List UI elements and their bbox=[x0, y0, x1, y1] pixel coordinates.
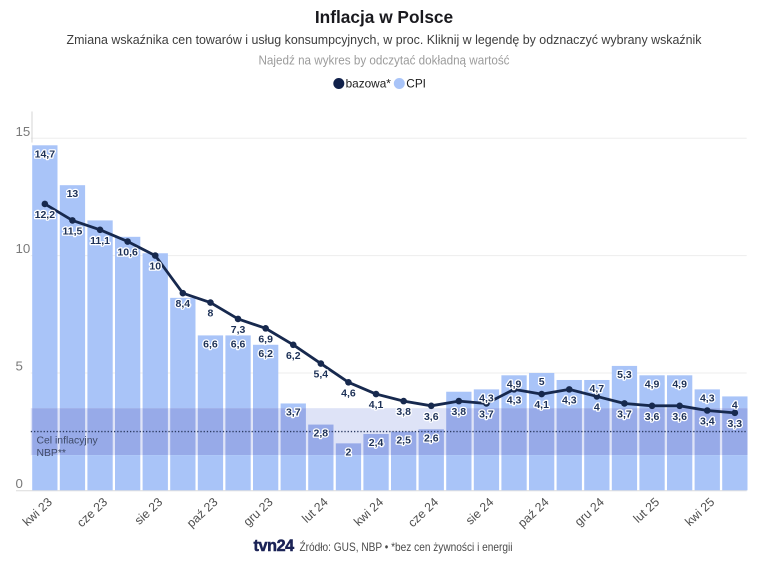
svg-text:Najedź na wykres by odczytać d: Najedź na wykres by odczytać dokładną wa… bbox=[259, 54, 510, 68]
svg-text:3,7: 3,7 bbox=[479, 408, 494, 420]
svg-text:3,6: 3,6 bbox=[424, 411, 439, 423]
svg-text:4: 4 bbox=[732, 399, 738, 411]
svg-text:4: 4 bbox=[594, 401, 600, 413]
svg-text:4,1: 4,1 bbox=[534, 399, 549, 411]
svg-text:3,8: 3,8 bbox=[452, 406, 467, 418]
svg-text:10,6: 10,6 bbox=[117, 247, 138, 259]
svg-text:4,3: 4,3 bbox=[562, 394, 577, 406]
svg-text:Źródło: GUS, NBP • *bez cen ży: Źródło: GUS, NBP • *bez cen żywności i e… bbox=[300, 539, 513, 554]
svg-text:6,9: 6,9 bbox=[258, 333, 273, 345]
svg-text:13: 13 bbox=[67, 188, 79, 200]
svg-text:0: 0 bbox=[16, 476, 23, 491]
svg-text:Cel inflacyjny: Cel inflacyjny bbox=[37, 436, 99, 447]
svg-text:tvn24: tvn24 bbox=[254, 537, 295, 555]
svg-text:10: 10 bbox=[149, 261, 161, 273]
svg-text:8,4: 8,4 bbox=[176, 298, 191, 310]
svg-text:3,4: 3,4 bbox=[700, 416, 715, 428]
svg-text:3,3: 3,3 bbox=[728, 418, 743, 430]
svg-text:4,3: 4,3 bbox=[479, 392, 494, 404]
svg-text:2: 2 bbox=[346, 446, 352, 458]
svg-text:12,2: 12,2 bbox=[35, 209, 56, 221]
svg-text:4,9: 4,9 bbox=[507, 378, 522, 390]
svg-text:2,8: 2,8 bbox=[314, 428, 329, 440]
svg-text:3,7: 3,7 bbox=[617, 408, 632, 420]
svg-text:4,1: 4,1 bbox=[369, 399, 384, 411]
svg-text:3,7: 3,7 bbox=[286, 406, 301, 418]
svg-text:CPI: CPI bbox=[406, 77, 426, 91]
svg-text:3,6: 3,6 bbox=[672, 411, 687, 423]
svg-text:4,3: 4,3 bbox=[700, 392, 715, 404]
svg-text:5: 5 bbox=[16, 359, 23, 374]
svg-text:6,6: 6,6 bbox=[231, 338, 246, 350]
svg-text:14,7: 14,7 bbox=[35, 148, 56, 160]
svg-text:NBP**: NBP** bbox=[37, 448, 66, 459]
svg-text:3,6: 3,6 bbox=[645, 411, 660, 423]
svg-text:4,9: 4,9 bbox=[672, 378, 687, 390]
svg-text:Zmiana wskaźnika cen towarów i: Zmiana wskaźnika cen towarów i usług kon… bbox=[67, 32, 702, 47]
svg-text:10: 10 bbox=[16, 241, 31, 256]
svg-text:11,1: 11,1 bbox=[90, 235, 110, 247]
svg-text:2,5: 2,5 bbox=[396, 435, 411, 447]
svg-text:15: 15 bbox=[16, 124, 31, 139]
svg-text:bazowa*: bazowa* bbox=[346, 77, 392, 91]
svg-text:11,5: 11,5 bbox=[63, 225, 83, 237]
svg-text:4,6: 4,6 bbox=[341, 387, 356, 399]
svg-text:6,2: 6,2 bbox=[286, 350, 301, 362]
svg-text:5: 5 bbox=[539, 376, 545, 388]
svg-text:Inflacja w Polsce: Inflacja w Polsce bbox=[315, 7, 454, 27]
svg-text:5,3: 5,3 bbox=[617, 369, 632, 381]
svg-text:5,4: 5,4 bbox=[314, 369, 329, 381]
svg-text:6,2: 6,2 bbox=[258, 348, 273, 360]
svg-text:7,3: 7,3 bbox=[231, 324, 246, 336]
svg-text:8: 8 bbox=[208, 308, 214, 320]
svg-text:2,4: 2,4 bbox=[369, 437, 384, 449]
svg-text:6,6: 6,6 bbox=[203, 338, 218, 350]
svg-text:4,9: 4,9 bbox=[645, 378, 660, 390]
svg-text:3,8: 3,8 bbox=[396, 406, 411, 418]
svg-text:2,6: 2,6 bbox=[424, 432, 439, 444]
svg-text:4,7: 4,7 bbox=[590, 383, 605, 395]
svg-text:4,3: 4,3 bbox=[507, 394, 522, 406]
